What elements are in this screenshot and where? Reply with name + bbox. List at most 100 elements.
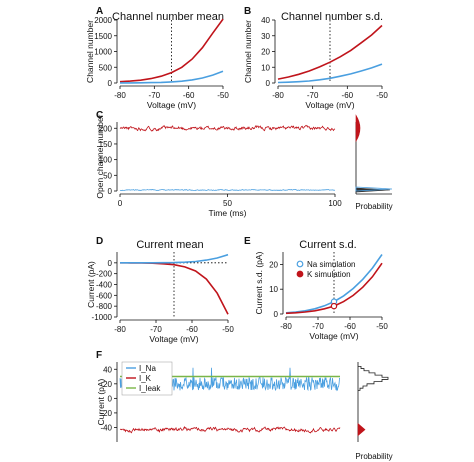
y-tick-label: 0 [108,259,113,268]
y-tick-label: 20 [269,260,278,269]
panel-b: B Channel number s.d. -80 -70 -60 -50 Voltag… [243,6,388,110]
y-tick-label: 0 [266,79,271,88]
panel-f-letter: F [96,350,102,361]
x-axis-label: Voltage (mV) [147,100,196,110]
panel-f-probability: Probability [355,362,393,461]
trace-red [119,124,336,132]
y-tick-label: -20 [100,409,112,418]
y-tick-label: 40 [103,365,112,374]
y-axis-label: Current (pA) [96,378,106,425]
y-tick-label: -40 [100,423,112,432]
y-tick-label: 2000 [94,16,112,25]
x-tick-label: -60 [183,91,195,100]
panel-c-letter: C [96,110,103,121]
panel-c-probability: Probability [355,114,393,211]
panel-b-title: Channel number s.d. [281,11,383,23]
x-tick-label: -70 [150,325,162,334]
y-tick-label: 0 [108,187,113,196]
panel-e-plot: -80 -70 -60 -50 Voltage (mV) 0 10 20 Current s.d… [254,251,388,341]
legend-label: Na simulation [307,260,355,269]
x-tick-label: -60 [344,322,356,331]
x-tick-label: -70 [312,322,324,331]
y-tick-label: -1000 [92,313,113,322]
x-tick-label: 100 [328,199,342,208]
y-tick-label: 100 [99,156,113,165]
prob-dist-red [355,114,361,143]
y-tick-label: -400 [96,281,113,290]
x-tick-label: -80 [272,91,284,100]
y-tick-label: 500 [99,63,113,72]
y-tick-label: 1000 [94,48,112,57]
series-line-blue [120,253,229,264]
x-tick-label: -60 [342,91,354,100]
prob-xlabel: Probability [355,452,392,461]
series-line-blue [277,63,383,84]
y-tick-label: -600 [96,291,113,300]
y-tick-label: 10 [269,285,278,294]
trace-i_k [119,426,341,434]
prob-dist-red [357,422,366,437]
y-axis-label: Channel number [243,20,253,83]
series-line-blue [120,70,224,84]
x-tick-label: -60 [186,325,198,334]
prob-xlabel: Probability [355,202,392,211]
y-tick-label: 10 [261,63,270,72]
panel-d-title: Current mean [136,239,203,251]
y-axis-label: Current s.d. (pA) [254,251,264,314]
marker-red [330,302,338,310]
x-axis-label: Voltage (mV) [305,100,354,110]
legend-label: I_K [139,374,152,383]
x-axis-label: Time (ms) [209,208,247,218]
y-tick-label: 20 [103,380,112,389]
x-tick-label: -70 [149,91,161,100]
legend-label: I_leak [139,384,161,393]
y-tick-label: 0 [108,79,113,88]
x-tick-label: -50 [217,91,229,100]
legend-label: I_Na [139,364,156,373]
panel-a: A Channel number mean -80 -70 -60 -50 Voltag… [85,6,229,110]
panel-f: F -40 -20 0 20 40 Current (pA) I_NaI_KI_leak P… [96,350,393,461]
panel-e: E Current s.d. -80 -70 -60 -50 Voltage (mV) 0… [244,236,388,341]
y-tick-label: -800 [96,302,113,311]
panel-a-title: Channel number mean [112,11,224,23]
x-tick-label: -50 [376,91,388,100]
y-tick-label: 0 [274,310,279,319]
panel-b-plot: -80 -70 -60 -50 Voltage (mV) 0 10 20 30 40 Channel… [243,16,388,110]
panel-e-title: Current s.d. [299,239,356,251]
y-tick-label: 1500 [94,32,112,41]
panel-e-letter: E [244,236,251,247]
legend-label: K simulation [307,270,351,279]
panel-d-letter: D [96,236,103,247]
x-tick-label: -70 [307,91,319,100]
x-axis-label: Voltage (mV) [309,331,358,341]
y-tick-label: -200 [96,270,113,279]
panel-b-letter: B [244,6,251,17]
prob-histogram [358,365,389,391]
y-tick-label: 0 [108,394,113,403]
y-tick-label: 20 [261,48,270,57]
x-tick-label: -80 [280,322,292,331]
panel-a-letter: A [96,6,103,17]
legend-marker [296,260,304,268]
y-tick-label: 30 [261,32,270,41]
panel-a-plot: -80 -70 -60 -50 Voltage (mV) 0 500 1000 1500 2000… [85,16,229,110]
y-axis-label: Current (pA) [86,261,96,308]
x-tick-label: -50 [376,322,388,331]
y-tick-label: 50 [103,171,112,180]
x-tick-label: -80 [114,91,126,100]
y-axis-label: Channel number [85,20,95,83]
y-tick-label: 150 [99,140,113,149]
panel-d-plot: -80 -70 -60 -50 Voltage (mV) -1000 -800 -600-40… [86,252,234,344]
y-axis-label: Open channel number [95,114,105,198]
x-tick-label: 0 [118,199,123,208]
y-tick-label: 200 [99,124,113,133]
x-tick-label: 50 [223,199,232,208]
series-line-red [277,24,383,80]
x-tick-label: -80 [114,325,126,334]
prob-dist-blue [355,186,393,192]
x-axis-label: Voltage (mV) [149,334,198,344]
